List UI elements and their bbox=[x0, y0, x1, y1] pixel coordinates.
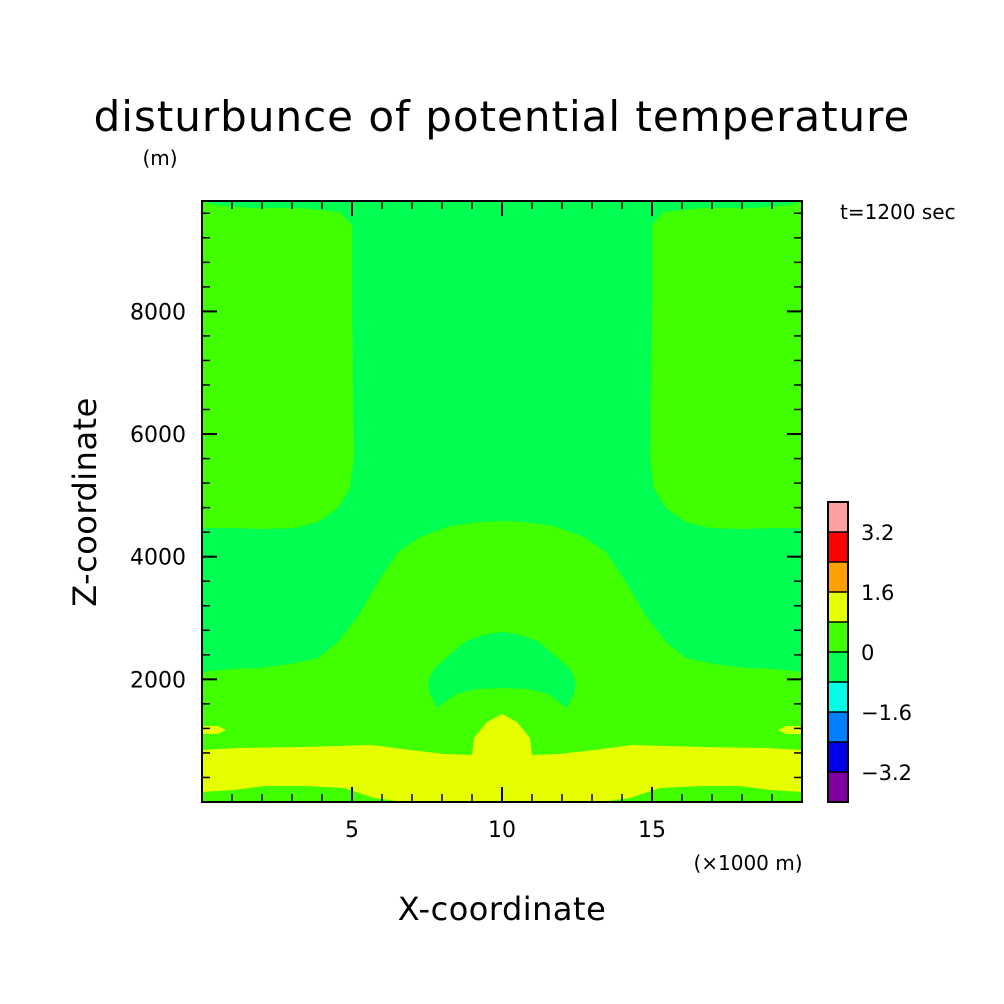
field-central-core bbox=[428, 632, 576, 708]
chart-title: disturbunce of potential temperature bbox=[94, 92, 911, 141]
y-tick-label: 4000 bbox=[130, 546, 186, 571]
x-tick-label: 15 bbox=[638, 818, 666, 843]
tick-labels: 5 10 15 2000 4000 6000 8000 bbox=[130, 300, 666, 843]
y-unit-label: (m) bbox=[142, 146, 177, 170]
colorbar: −3.2 −1.6 0 1.6 3.2 bbox=[827, 501, 912, 803]
y-tick-label: 2000 bbox=[130, 668, 186, 693]
colorbar-tick-label: 0 bbox=[861, 641, 874, 665]
colorbar-tick-label: 1.6 bbox=[861, 581, 894, 605]
field-right-upper bbox=[650, 201, 802, 529]
y-axis-label: Z-coordinate bbox=[66, 397, 104, 607]
colorbar-frame bbox=[827, 501, 849, 803]
x-tick-label: 10 bbox=[488, 818, 516, 843]
major-ticks bbox=[202, 201, 802, 802]
plot-area bbox=[202, 201, 802, 802]
colorbar-swatch bbox=[828, 742, 848, 772]
colorbar-swatch bbox=[828, 502, 848, 532]
field-surface-yellow bbox=[202, 714, 802, 802]
colorbar-swatch bbox=[828, 682, 848, 712]
colorbar-swatch bbox=[828, 562, 848, 592]
colorbar-swatch bbox=[828, 772, 848, 802]
y-tick-label: 6000 bbox=[130, 423, 186, 448]
y-tick-label: 8000 bbox=[130, 300, 186, 325]
colorbar-swatch bbox=[828, 712, 848, 742]
colorbar-swatch bbox=[828, 532, 848, 562]
x-axis-label: X-coordinate bbox=[398, 890, 607, 928]
time-label: t=1200 sec bbox=[840, 200, 956, 224]
colorbar-tick-label: 3.2 bbox=[861, 521, 894, 545]
field-left-upper bbox=[202, 201, 354, 529]
colorbar-swatch bbox=[828, 652, 848, 682]
colorbar-swatch bbox=[828, 622, 848, 652]
colorbar-tick-label: −1.6 bbox=[861, 701, 912, 725]
x-tick-label: 5 bbox=[345, 818, 359, 843]
colorbar-swatch bbox=[828, 592, 848, 622]
minor-ticks bbox=[202, 201, 802, 802]
x-unit-label: (×1000 m) bbox=[693, 851, 802, 875]
colorbar-tick-label: −3.2 bbox=[861, 761, 912, 785]
